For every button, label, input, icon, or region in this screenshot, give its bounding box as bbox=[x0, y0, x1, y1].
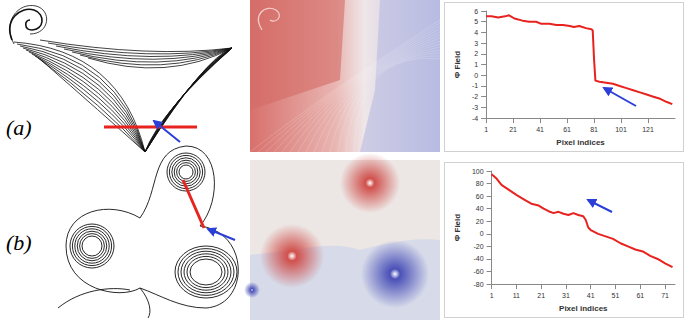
svg-text:51: 51 bbox=[612, 292, 620, 299]
svg-text:21: 21 bbox=[509, 126, 517, 133]
svg-text:1: 1 bbox=[490, 292, 494, 299]
svg-text:-3: -3 bbox=[472, 104, 478, 111]
svg-text:-1: -1 bbox=[472, 82, 478, 89]
svg-text:-20: -20 bbox=[473, 243, 483, 250]
svg-text:4: 4 bbox=[474, 29, 478, 36]
svg-text:41: 41 bbox=[587, 292, 595, 299]
svg-text:60: 60 bbox=[476, 193, 484, 200]
svg-text:1: 1 bbox=[484, 126, 488, 133]
svg-text:71: 71 bbox=[661, 292, 669, 299]
svg-text:-60: -60 bbox=[473, 268, 483, 275]
svg-text:Pixel indices: Pixel indices bbox=[559, 304, 608, 313]
svg-text:(b): (b) bbox=[6, 230, 32, 255]
svg-text:-4: -4 bbox=[472, 115, 478, 122]
svg-text:11: 11 bbox=[513, 292, 520, 299]
svg-text:2: 2 bbox=[474, 50, 478, 57]
svg-text:Φ Field: Φ Field bbox=[453, 51, 462, 79]
svg-text:-80: -80 bbox=[473, 281, 483, 288]
svg-text:0: 0 bbox=[480, 230, 484, 237]
svg-text:Φ Field: Φ Field bbox=[453, 214, 462, 242]
svg-text:1: 1 bbox=[474, 61, 478, 68]
svg-text:-40: -40 bbox=[473, 255, 483, 262]
svg-text:100: 100 bbox=[472, 168, 484, 175]
svg-text:61: 61 bbox=[563, 126, 571, 133]
svg-text:41: 41 bbox=[536, 126, 544, 133]
svg-text:81: 81 bbox=[590, 126, 598, 133]
svg-text:0: 0 bbox=[474, 72, 478, 79]
svg-text:80: 80 bbox=[476, 180, 484, 187]
svg-text:121: 121 bbox=[642, 126, 654, 133]
svg-text:Pixel indices: Pixel indices bbox=[556, 138, 605, 147]
svg-text:3: 3 bbox=[474, 40, 478, 47]
svg-text:5: 5 bbox=[474, 18, 478, 25]
svg-text:101: 101 bbox=[615, 126, 627, 133]
svg-text:21: 21 bbox=[537, 292, 545, 299]
svg-text:-2: -2 bbox=[472, 93, 478, 100]
svg-text:31: 31 bbox=[562, 292, 570, 299]
svg-text:(a): (a) bbox=[6, 115, 32, 140]
svg-text:20: 20 bbox=[476, 218, 484, 225]
svg-text:6: 6 bbox=[474, 8, 478, 15]
svg-text:40: 40 bbox=[476, 205, 484, 212]
svg-text:61: 61 bbox=[636, 292, 644, 299]
